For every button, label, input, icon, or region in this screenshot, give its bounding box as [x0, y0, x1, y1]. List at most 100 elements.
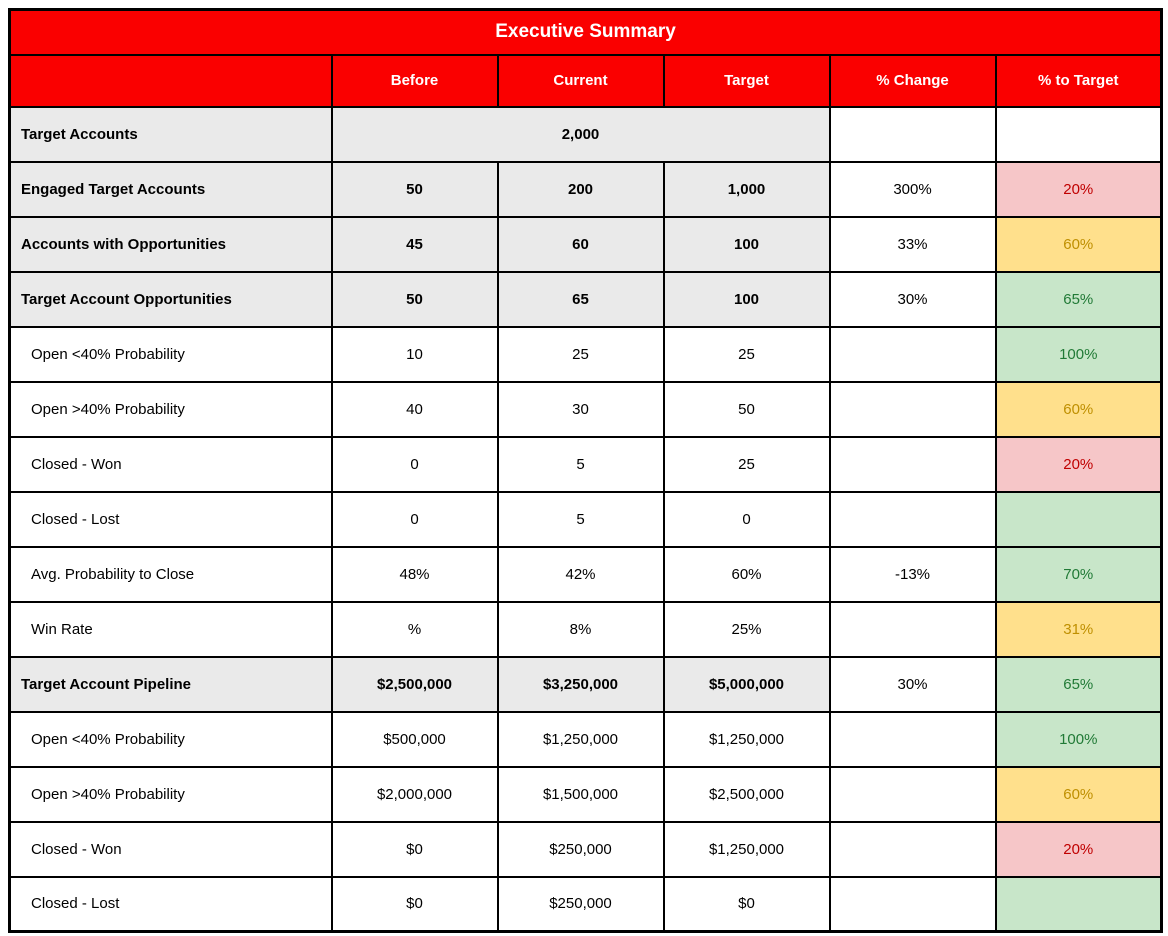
cell-target: $1,250,000: [662, 710, 831, 768]
row-label: Avg. Probability to Close: [8, 545, 333, 603]
cell-target: 25: [662, 325, 831, 383]
table-row: Closed - Lost $0 $250,000 $0: [8, 875, 1163, 933]
cell-before: $0: [330, 820, 499, 878]
row-label: Win Rate: [8, 600, 333, 658]
row-label: Engaged Target Accounts: [8, 160, 333, 218]
row-label: Closed - Won: [8, 435, 333, 493]
cell-pct-change: -13%: [828, 545, 997, 603]
table-row: Open >40% Probability $2,000,000 $1,500,00…: [8, 765, 1163, 823]
cell-pct-change: [828, 765, 997, 823]
cell-pct-to-target: 100%: [994, 325, 1163, 383]
cell-pct-to-target: 60%: [994, 380, 1163, 438]
cell-target: $2,500,000: [662, 765, 831, 823]
cell-pct-to-target: 20%: [994, 820, 1163, 878]
cell-pct-change: [828, 710, 997, 768]
cell-pct-change: 300%: [828, 160, 997, 218]
table-row: Open <40% Probability $500,000 $1,250,000 $…: [8, 710, 1163, 768]
cell-current: 30: [496, 380, 665, 438]
cell-target: 0: [662, 490, 831, 548]
cell-current: 200: [496, 160, 665, 218]
cell-before: 0: [330, 435, 499, 493]
cell-pct-change: [828, 105, 997, 163]
cell-target: 1,000: [662, 160, 831, 218]
cell-target: $5,000,000: [662, 655, 831, 713]
column-header-before: Before: [330, 53, 499, 108]
row-label: Target Account Pipeline: [8, 655, 333, 713]
cell-before: 50: [330, 160, 499, 218]
cell-merged-value: 2,000: [330, 105, 831, 163]
cell-before: 10: [330, 325, 499, 383]
cell-pct-to-target: 60%: [994, 765, 1163, 823]
column-header-row: Before Current Target% Change% to Target: [8, 53, 1163, 108]
cell-pct-to-target: 70%: [994, 545, 1163, 603]
cell-before: $500,000: [330, 710, 499, 768]
cell-current: 60: [496, 215, 665, 273]
cell-pct-change: [828, 325, 997, 383]
cell-current: $250,000: [496, 820, 665, 878]
cell-current: 25: [496, 325, 665, 383]
cell-before: $0: [330, 875, 499, 933]
table-row: Open <40% Probability 10 25 25 100%: [8, 325, 1163, 383]
cell-pct-change: 30%: [828, 270, 997, 328]
cell-pct-change: [828, 380, 997, 438]
cell-target: 50: [662, 380, 831, 438]
cell-current: 42%: [496, 545, 665, 603]
cell-pct-to-target: 20%: [994, 160, 1163, 218]
cell-pct-to-target: 65%: [994, 270, 1163, 328]
cell-current: 65: [496, 270, 665, 328]
table-row: Closed - Won 0 5 25 20%: [8, 435, 1163, 493]
cell-pct-to-target: 65%: [994, 655, 1163, 713]
column-header--change: % Change: [828, 53, 997, 108]
row-label: Target Accounts: [8, 105, 333, 163]
row-label: Closed - Lost: [8, 490, 333, 548]
cell-pct-change: 33%: [828, 215, 997, 273]
cell-target: $0: [662, 875, 831, 933]
row-label: Open >40% Probability: [8, 380, 333, 438]
table-row: Target Account Opportunities 50 65 100 30% 65…: [8, 270, 1163, 328]
cell-before: %: [330, 600, 499, 658]
cell-pct-to-target: [994, 490, 1163, 548]
table-row: Open >40% Probability 40 30 50 60%: [8, 380, 1163, 438]
row-label: Open <40% Probability: [8, 710, 333, 768]
cell-current: $1,500,000: [496, 765, 665, 823]
title-row: Executive Summary: [8, 8, 1163, 56]
cell-current: 8%: [496, 600, 665, 658]
table-row: Target Accounts 2,000: [8, 105, 1163, 163]
table-row: Closed - Lost 0 5 0: [8, 490, 1163, 548]
cell-target: $1,250,000: [662, 820, 831, 878]
cell-pct-change: [828, 875, 997, 933]
cell-before: 45: [330, 215, 499, 273]
cell-before: $2,000,000: [330, 765, 499, 823]
table-row: Target Account Pipeline $2,500,000 $3,250,…: [8, 655, 1163, 713]
cell-current: $1,250,000: [496, 710, 665, 768]
table-title: Executive Summary: [8, 8, 1163, 56]
cell-target: 100: [662, 270, 831, 328]
cell-pct-change: 30%: [828, 655, 997, 713]
row-label: Target Account Opportunities: [8, 270, 333, 328]
column-header-current: Current: [496, 53, 665, 108]
cell-before: 48%: [330, 545, 499, 603]
table-row: Win Rate% 8% 25% 31%: [8, 600, 1163, 658]
table-body: Target Accounts 2,000 Engaged Target Accou…: [8, 105, 1163, 933]
table-row: Engaged Target Accounts 50 200 1,000 300% 20%: [8, 160, 1163, 218]
cell-pct-to-target: 60%: [994, 215, 1163, 273]
row-label: Open <40% Probability: [8, 325, 333, 383]
table-row: Accounts with Opportunities 45 60 100 33% 60%: [8, 215, 1163, 273]
executive-summary-table: Executive Summary Before Current Target% C…: [8, 8, 1163, 933]
cell-before: 40: [330, 380, 499, 438]
row-label: Closed - Lost: [8, 875, 333, 933]
table-row: Closed - Won $0 $250,000 $1,250,000 20%: [8, 820, 1163, 878]
cell-before: $2,500,000: [330, 655, 499, 713]
cell-before: 50: [330, 270, 499, 328]
cell-target: 60%: [662, 545, 831, 603]
cell-current: 5: [496, 435, 665, 493]
cell-target: 25%: [662, 600, 831, 658]
cell-before: 0: [330, 490, 499, 548]
cell-pct-change: [828, 600, 997, 658]
column-header-target: Target: [662, 53, 831, 108]
cell-pct-to-target: 31%: [994, 600, 1163, 658]
cell-current: 5: [496, 490, 665, 548]
row-label: Open >40% Probability: [8, 765, 333, 823]
row-label: Closed - Won: [8, 820, 333, 878]
cell-current: $250,000: [496, 875, 665, 933]
